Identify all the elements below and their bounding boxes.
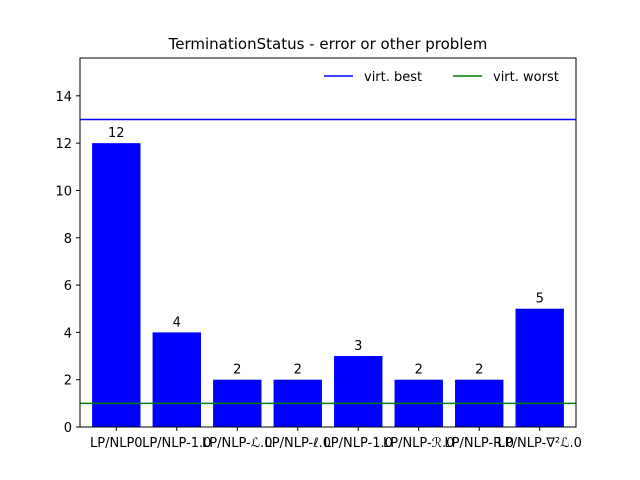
x-tick-label: LP/NLP-R.0 (444, 436, 514, 451)
bar-value-label: 2 (294, 363, 302, 378)
y-tick-label: 0 (64, 421, 72, 436)
x-tick-label: LP/NLP-1.0 (324, 436, 393, 451)
plot-frame (79, 57, 577, 428)
y-tick-label: 2 (64, 374, 72, 389)
x-tick-label: LP/NLP-ℒ.0 (202, 436, 272, 451)
legend-label: virt. best (364, 70, 422, 85)
data-labels-group: 12 4 2 2 3 2 2 5 (108, 126, 544, 378)
bar-value-label: 2 (233, 363, 241, 378)
bar-value-label: 4 (173, 315, 181, 330)
bar (334, 356, 383, 427)
legend-label: virt. worst (493, 70, 559, 85)
x-tick-label: LP/NLP-ℓ.0 (265, 436, 331, 451)
y-tick-label: 14 (55, 90, 72, 105)
reference-lines-group (80, 118, 576, 405)
y-axis: 0 2 4 6 8 10 12 14 (55, 90, 80, 436)
y-tick-label: 12 (55, 137, 72, 152)
bar-value-label: 5 (536, 292, 544, 307)
x-tick-label: LP/NLP-ℛ.0 (383, 436, 454, 451)
y-tick-label: 4 (64, 326, 72, 341)
y-tick-label: 8 (64, 232, 72, 247)
x-axis: LP/NLP0 LP/NLP-1.0LP/NLP-ℒ.0LP/NLP-ℓ.0LP/… (90, 427, 582, 451)
bar (515, 308, 564, 427)
bar (152, 332, 201, 427)
x-tick-label: LP/NLP-∇²ℒ.0 (498, 436, 582, 451)
y-tick-label: 6 (64, 279, 72, 294)
bar-value-label: 2 (415, 363, 423, 378)
bar-value-label: 3 (354, 339, 362, 354)
chart-title: TerminationStatus - error or other probl… (168, 35, 488, 53)
bar-value-label: 12 (108, 126, 125, 141)
x-tick-label: LP/NLP0 (90, 436, 143, 451)
y-tick-label: 10 (55, 184, 72, 199)
legend: virt. best virt. worst (324, 70, 559, 85)
bar (92, 143, 141, 427)
x-tick-label: LP/NLP-1.0 (142, 436, 211, 451)
bar-value-label: 2 (475, 363, 483, 378)
